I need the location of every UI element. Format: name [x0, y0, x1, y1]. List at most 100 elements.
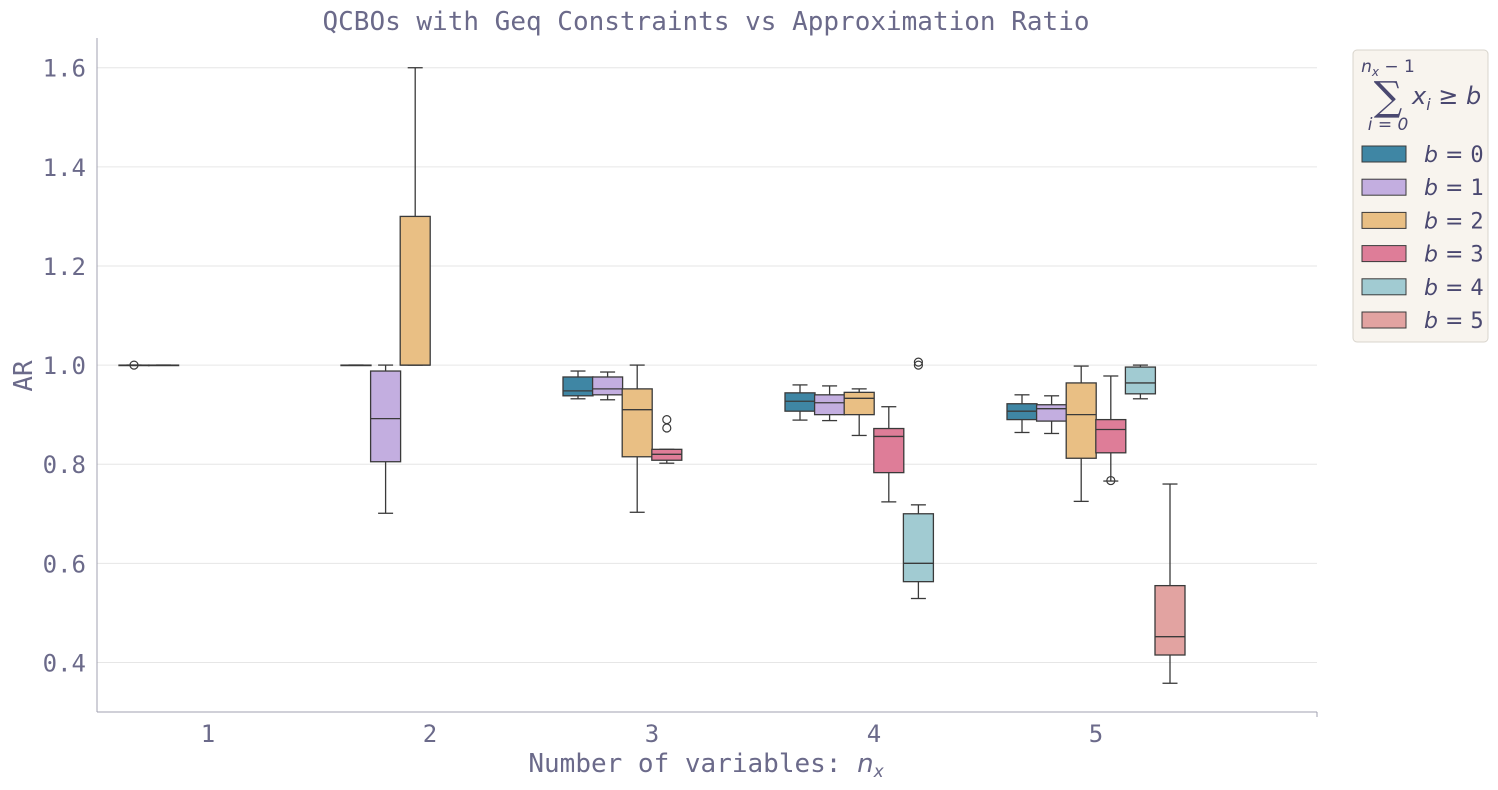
legend-frame — [1352, 49, 1489, 343]
y-tick-label: 1.4 — [43, 154, 86, 182]
legend-label: b = 5 — [1424, 309, 1484, 334]
box-b0-nx5 — [1006, 394, 1038, 434]
legend-label-value: 2 — [1470, 209, 1483, 234]
legend-swatch — [1361, 178, 1407, 196]
box-body — [902, 513, 935, 583]
legend-title-sum-upper: nx − 1 — [1361, 57, 1415, 79]
legend-item-b1: b = 1 — [1361, 176, 1484, 201]
box-b5-nx5 — [1154, 483, 1186, 684]
x-axis-label-math-sub: x — [873, 762, 885, 782]
legend-item-b3: b = 3 — [1361, 243, 1484, 268]
box-body — [591, 376, 624, 396]
legend-expr-x: x — [1411, 82, 1427, 110]
outlier-point — [913, 360, 924, 370]
legend-title-sum-lower: i = 0 — [1368, 115, 1409, 135]
legend-item-b5: b = 5 — [1361, 309, 1484, 334]
legend-sum-upper-n: n — [1361, 57, 1372, 77]
box-b2-nx3 — [621, 364, 653, 513]
legend-swatch — [1361, 278, 1407, 296]
legend-label-value: 5 — [1470, 309, 1483, 334]
box-b0-nx2 — [340, 364, 372, 367]
box-b2-nx2 — [399, 67, 431, 366]
axes — [96, 38, 1317, 713]
grid-lines — [97, 67, 1317, 663]
legend-label-value: 1 — [1470, 176, 1483, 201]
legend-entries: b = 0b = 1b = 2b = 3b = 4b = 5 — [1361, 143, 1484, 334]
legend-label-b: b — [1424, 243, 1438, 268]
tick-labels: 0.4 0.6 0.8 1.0 1.2 1.4 1.6 1 2 3 4 5 — [43, 55, 1318, 748]
box-series — [118, 67, 1186, 684]
box-body — [1065, 382, 1097, 459]
box-body — [1095, 418, 1127, 454]
x-tick-label: 1 — [201, 720, 215, 748]
outlier-point — [1106, 475, 1116, 486]
legend-label-b: b — [1424, 176, 1438, 201]
legend-sum-upper-x: x — [1371, 65, 1380, 79]
box-body — [873, 427, 905, 474]
x-tick-label: 2 — [423, 720, 437, 748]
legend-item-b4: b = 4 — [1361, 276, 1484, 301]
series-b1 — [147, 364, 1068, 514]
legend-swatch — [1361, 245, 1407, 263]
legend-expr-i: i — [1426, 95, 1431, 114]
legend-swatch — [1361, 311, 1407, 329]
box-b3-nx4 — [873, 406, 905, 503]
legend-label-value: 3 — [1470, 243, 1483, 268]
box-b0-nx1 — [118, 360, 150, 370]
x-tick-label: 5 — [1089, 720, 1103, 748]
y-tick-label: 1.0 — [43, 352, 86, 380]
box-b0-nx3 — [562, 370, 594, 400]
y-tick-label: 0.8 — [43, 451, 86, 479]
outlier-point — [129, 360, 139, 370]
box-body — [1154, 584, 1186, 656]
legend-label-b: b — [1424, 209, 1438, 234]
y-tick-label: 1.6 — [43, 55, 86, 83]
y-tick-label: 0.6 — [43, 550, 86, 578]
legend-label-eq: = — [1438, 176, 1470, 201]
legend-label-eq: = — [1438, 309, 1470, 334]
series-b4 — [902, 357, 1157, 600]
box-body — [784, 392, 816, 412]
y-axis-label: AR — [9, 360, 39, 392]
box-b1-nx2 — [369, 364, 402, 514]
legend-label: b = 1 — [1424, 176, 1484, 201]
box-body — [399, 215, 431, 366]
legend-title-expression: xi ≥ b — [1411, 82, 1481, 114]
box-b2-nx4 — [843, 388, 875, 437]
x-tick-label: 4 — [867, 720, 881, 748]
box-body — [621, 388, 653, 458]
legend-swatch — [1361, 211, 1407, 229]
x-tick-label: 3 — [645, 720, 659, 748]
legend-label-value: 4 — [1470, 276, 1483, 301]
legend-swatch — [1361, 145, 1407, 163]
legend-label-b: b — [1424, 276, 1438, 301]
y-tick-label: 1.2 — [43, 253, 86, 281]
legend-label-b: b — [1424, 309, 1438, 334]
y-tick-label: 0.4 — [43, 649, 86, 677]
series-b5 — [1154, 483, 1186, 684]
legend-item-b0: b = 0 — [1361, 143, 1484, 168]
legend-label: b = 4 — [1424, 276, 1484, 301]
box-b1-nx1 — [147, 364, 180, 367]
series-b3 — [651, 375, 1127, 503]
box-b1-nx4 — [813, 385, 846, 422]
box-body — [813, 394, 846, 416]
outlier-point — [662, 415, 672, 425]
series-b0 — [118, 360, 1038, 434]
series-b2 — [399, 67, 1097, 513]
legend-label: b = 0 — [1424, 143, 1484, 168]
legend-expr-rest: ≥ b — [1431, 82, 1482, 110]
outlier-point — [913, 357, 924, 367]
x-axis-label-math: n — [857, 749, 873, 779]
x-axis-label: Number of variables: nx — [528, 749, 884, 782]
box-body — [1035, 404, 1068, 422]
outlier-point — [662, 423, 672, 433]
legend: nx − 1 ∑ i = 0 xi ≥ b b = 0b = 1b = 2b =… — [1352, 49, 1489, 343]
box-b3-nx5 — [1095, 375, 1127, 486]
legend-label-eq: = — [1438, 143, 1470, 168]
x-axis-label-text: Number of variables: — [528, 749, 857, 779]
legend-label-eq: = — [1438, 243, 1470, 268]
box-b2-nx5 — [1065, 365, 1097, 503]
legend-label-eq: = — [1438, 209, 1470, 234]
